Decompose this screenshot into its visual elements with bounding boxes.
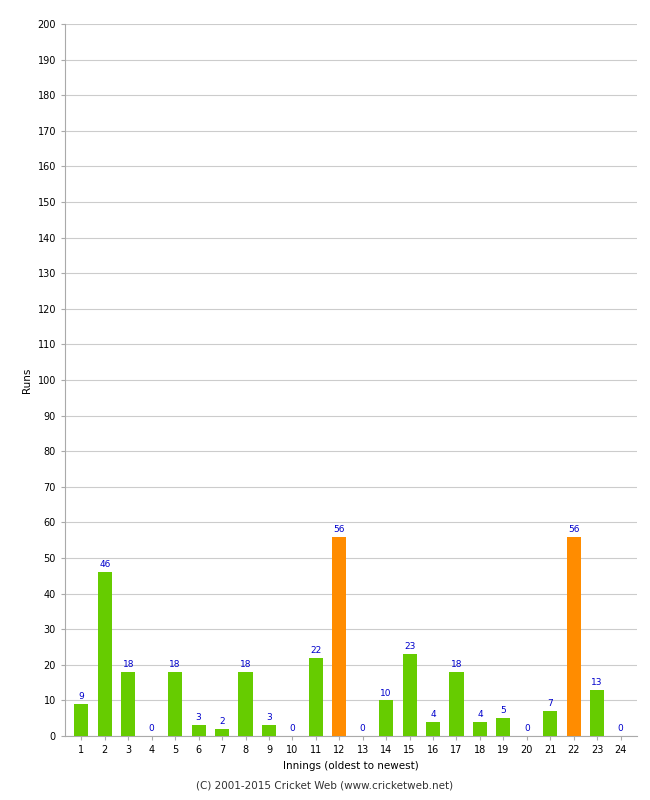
Text: 7: 7 — [547, 699, 553, 708]
Bar — [567, 537, 580, 736]
Bar — [215, 729, 229, 736]
Bar — [402, 654, 417, 736]
Bar — [98, 572, 112, 736]
Text: 0: 0 — [360, 724, 365, 733]
Text: 9: 9 — [79, 692, 84, 701]
X-axis label: Innings (oldest to newest): Innings (oldest to newest) — [283, 761, 419, 770]
Bar — [590, 690, 605, 736]
Bar — [497, 718, 510, 736]
Text: 46: 46 — [99, 560, 111, 570]
Text: 0: 0 — [289, 724, 295, 733]
Bar — [192, 726, 205, 736]
Text: 22: 22 — [310, 646, 322, 655]
Bar — [309, 658, 323, 736]
Text: 3: 3 — [196, 714, 202, 722]
Bar — [168, 672, 182, 736]
Text: 5: 5 — [500, 706, 506, 715]
Text: 13: 13 — [592, 678, 603, 687]
Bar — [262, 726, 276, 736]
Text: 18: 18 — [170, 660, 181, 669]
Bar — [473, 722, 487, 736]
Bar — [332, 537, 346, 736]
Text: 4: 4 — [430, 710, 436, 719]
Bar — [122, 672, 135, 736]
Text: 23: 23 — [404, 642, 415, 651]
Y-axis label: Runs: Runs — [22, 367, 32, 393]
Text: (C) 2001-2015 Cricket Web (www.cricketweb.net): (C) 2001-2015 Cricket Web (www.cricketwe… — [196, 781, 454, 790]
Text: 3: 3 — [266, 714, 272, 722]
Text: 0: 0 — [618, 724, 623, 733]
Text: 0: 0 — [149, 724, 155, 733]
Text: 18: 18 — [450, 660, 462, 669]
Text: 0: 0 — [524, 724, 530, 733]
Bar — [379, 701, 393, 736]
Text: 56: 56 — [333, 525, 345, 534]
Text: 4: 4 — [477, 710, 483, 719]
Bar — [74, 704, 88, 736]
Text: 18: 18 — [240, 660, 252, 669]
Text: 10: 10 — [380, 689, 392, 698]
Text: 18: 18 — [123, 660, 134, 669]
Text: 2: 2 — [219, 717, 225, 726]
Bar — [449, 672, 463, 736]
Bar — [543, 711, 557, 736]
Text: 56: 56 — [568, 525, 579, 534]
Bar — [426, 722, 440, 736]
Bar — [239, 672, 253, 736]
